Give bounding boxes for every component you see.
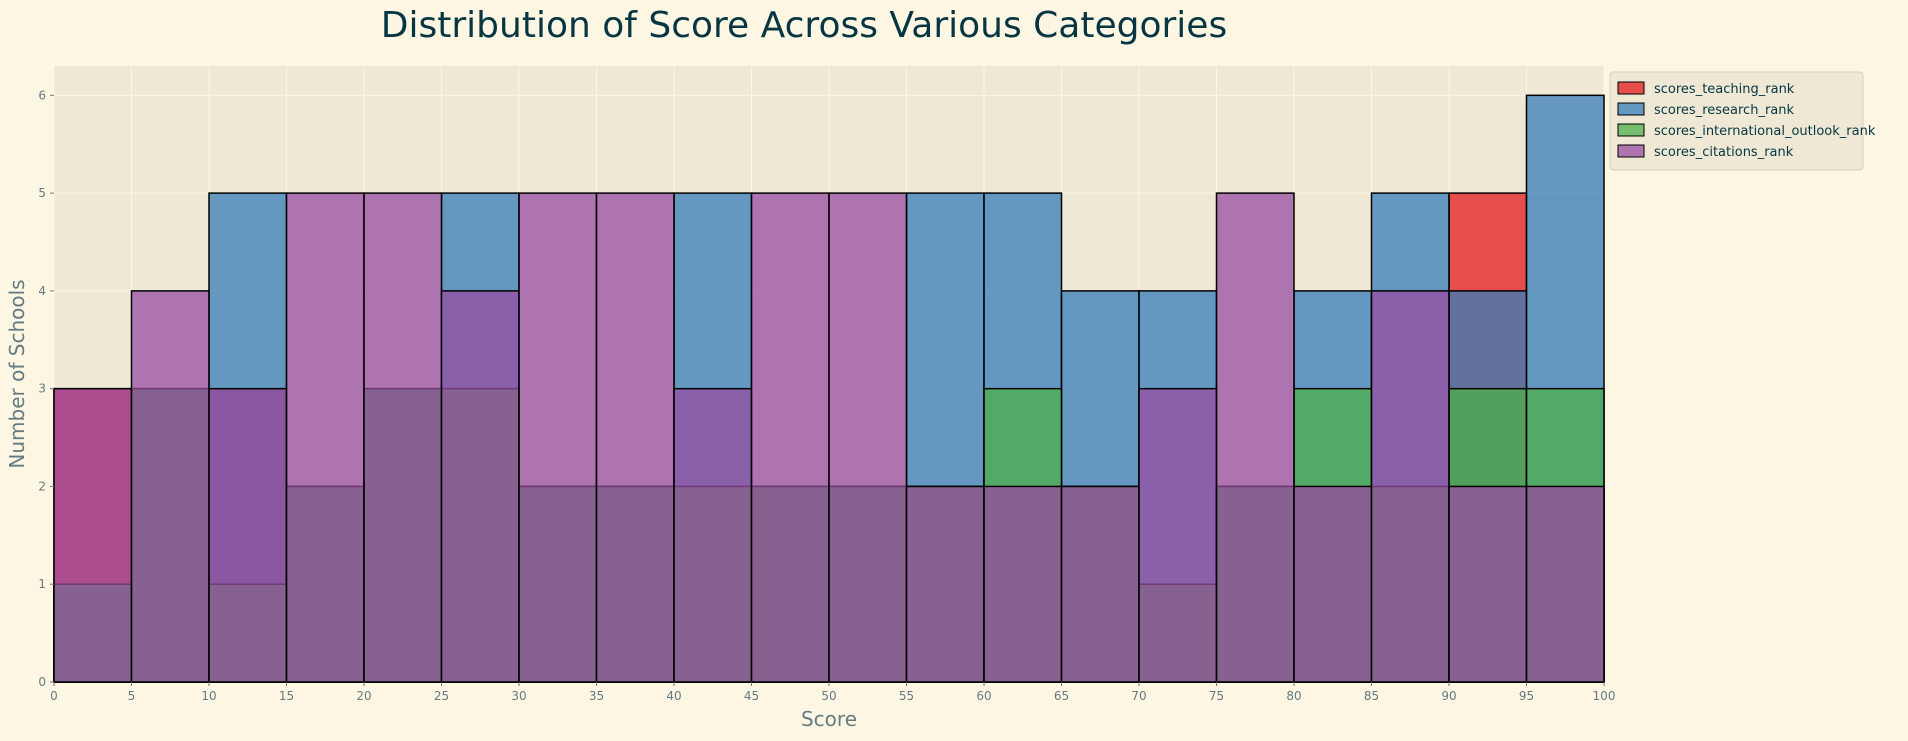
legend-swatch-scores_research_rank xyxy=(1617,102,1645,116)
bar-scores_citations_rank-16 xyxy=(1293,485,1373,683)
bar-scores_citations_rank-19 xyxy=(1525,485,1605,683)
legend-label-scores_research_rank: scores_research_rank xyxy=(1654,103,1794,118)
legend-label-scores_teaching_rank: scores_teaching_rank xyxy=(1654,82,1795,97)
bar-scores_citations_rank-10 xyxy=(828,192,908,683)
x-tick-label: 5 xyxy=(128,689,136,703)
x-tick-label: 55 xyxy=(899,689,914,703)
x-tick-label: 80 xyxy=(1286,689,1301,703)
x-tick-label: 50 xyxy=(821,689,836,703)
bar-scores_citations_rank-14 xyxy=(1138,387,1218,683)
x-tick-label: 35 xyxy=(589,689,604,703)
histogram-bars xyxy=(53,94,1605,683)
x-tick-label: 60 xyxy=(976,689,991,703)
x-tick-label: 20 xyxy=(356,689,371,703)
x-tick-label: 75 xyxy=(1209,689,1224,703)
x-tick-label: 45 xyxy=(744,689,759,703)
x-axis-ticks: 0 5 10 15 20 25 30 35 40 45 50 55 60 65 70 75 80 85 90 95 10… xyxy=(50,682,1615,703)
y-axis-title: Number of Schools xyxy=(5,279,29,468)
x-tick-label: 90 xyxy=(1441,689,1456,703)
bar-scores_citations_rank-11 xyxy=(905,485,985,683)
y-tick-label: 0 xyxy=(38,675,46,689)
bar-scores_citations_rank-5 xyxy=(440,290,520,683)
bar-scores_citations_rank-2 xyxy=(208,387,288,683)
bar-scores_citations_rank-0 xyxy=(53,387,133,683)
x-tick-label: 65 xyxy=(1054,689,1069,703)
chart-title: Distribution of Score Across Various Cat… xyxy=(381,5,1227,46)
y-tick-label: 4 xyxy=(38,284,46,298)
x-tick-label: 0 xyxy=(50,689,58,703)
bar-scores_citations_rank-3 xyxy=(285,192,365,683)
x-tick-label: 70 xyxy=(1131,689,1146,703)
bar-scores_citations_rank-7 xyxy=(595,192,675,683)
bar-scores_citations_rank-8 xyxy=(673,387,753,683)
x-tick-label: 15 xyxy=(279,689,294,703)
x-tick-label: 30 xyxy=(511,689,526,703)
legend-swatch-scores_teaching_rank xyxy=(1617,81,1645,95)
bar-scores_citations_rank-13 xyxy=(1060,485,1140,683)
legend-frame xyxy=(1609,71,1864,171)
y-tick-label: 6 xyxy=(38,88,46,102)
x-tick-label: 95 xyxy=(1519,689,1534,703)
y-tick-label: 1 xyxy=(38,577,46,591)
legend: scores_teaching_rank scores_research_rank… xyxy=(1609,71,1876,171)
bar-scores_citations_rank-12 xyxy=(983,485,1063,683)
x-tick-label: 10 xyxy=(201,689,216,703)
y-tick-label: 2 xyxy=(38,479,46,493)
x-axis-title: Score xyxy=(801,707,857,731)
x-tick-label: 85 xyxy=(1364,689,1379,703)
y-axis-ticks: 0 1 2 3 4 5 6 xyxy=(38,88,54,689)
y-tick-label: 3 xyxy=(38,382,46,396)
legend-label-scores_citations_rank: scores_citations_rank xyxy=(1654,145,1794,160)
legend-swatch-scores_citations_rank xyxy=(1617,144,1645,158)
series-scores_citations_rank xyxy=(53,192,1605,683)
x-tick-label: 40 xyxy=(666,689,681,703)
y-tick-label: 5 xyxy=(38,186,46,200)
x-tick-label: 100 xyxy=(1593,689,1616,703)
bar-scores_citations_rank-17 xyxy=(1370,290,1450,683)
bar-scores_citations_rank-18 xyxy=(1448,485,1528,683)
bar-scores_citations_rank-1 xyxy=(130,290,210,683)
bar-scores_citations_rank-6 xyxy=(518,192,598,683)
legend-swatch-scores_international_outlook_rank xyxy=(1617,123,1645,137)
x-tick-label: 25 xyxy=(434,689,449,703)
bar-scores_citations_rank-4 xyxy=(363,192,443,683)
bar-scores_citations_rank-15 xyxy=(1215,192,1295,683)
legend-label-scores_international_outlook_rank: scores_international_outlook_rank xyxy=(1654,124,1876,139)
bar-scores_citations_rank-9 xyxy=(750,192,830,683)
